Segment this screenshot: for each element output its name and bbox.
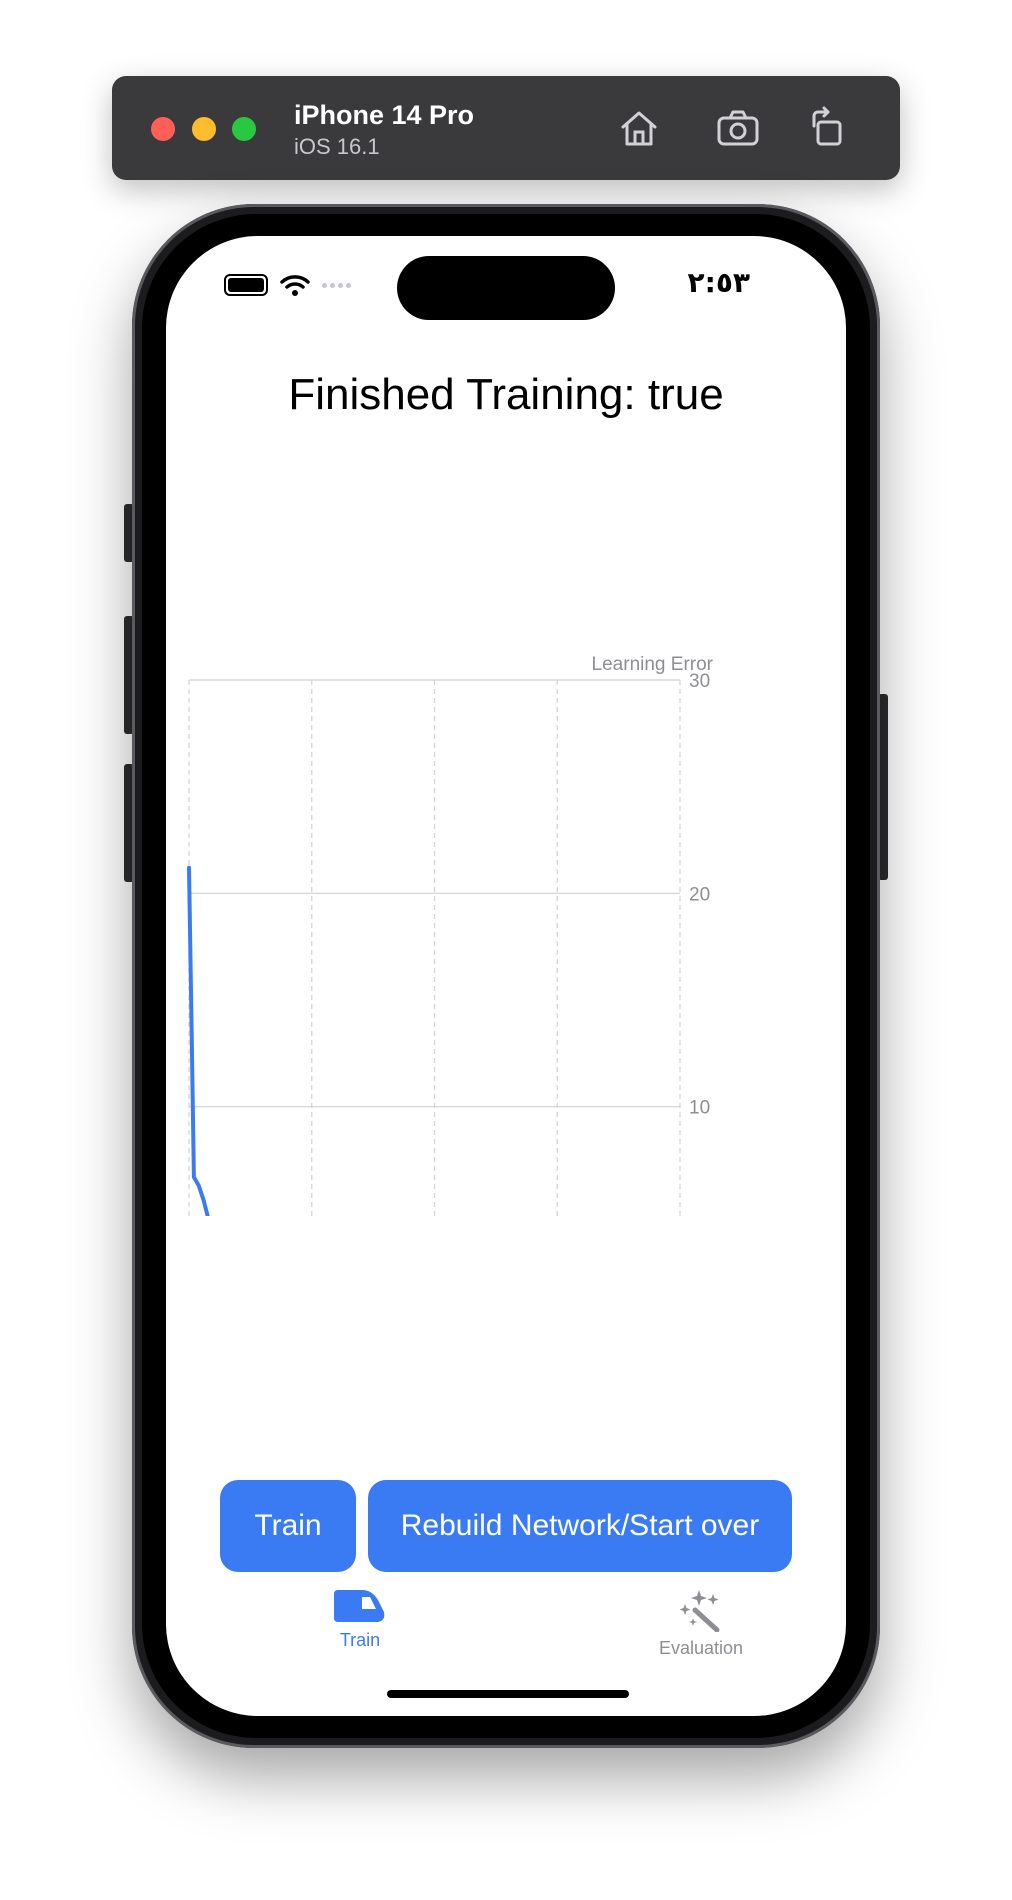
y-tick-label: 20 (689, 884, 710, 905)
minimize-window-button[interactable] (192, 117, 216, 141)
volume-down-button (124, 764, 134, 882)
volume-up-button (124, 616, 134, 734)
battery-icon (224, 274, 268, 296)
rotate-icon[interactable] (804, 104, 852, 152)
home-indicator (387, 1690, 629, 1698)
learning-error-line (187, 865, 210, 1216)
page-title: Finished Training: true (288, 370, 724, 419)
zoom-window-button[interactable] (232, 117, 256, 141)
tab-evaluation[interactable]: Evaluation (631, 1588, 771, 1659)
rebuild-network-button[interactable]: Rebuild Network/Start over (368, 1480, 792, 1572)
simulator-title-bar: iPhone 14 Pro iOS 16.1 (112, 76, 900, 180)
cellular-signal-icon (322, 282, 351, 288)
tab-train-label: Train (339, 1630, 381, 1650)
status-time: ٢:٥٣ (687, 266, 750, 299)
screenshot-icon[interactable] (714, 104, 762, 152)
tab-evaluation-label: Evaluation (658, 1638, 744, 1658)
learning-error-chart: 01020300255075Learning ErrorEpochs (187, 654, 714, 1216)
power-button (878, 694, 888, 880)
train-icon (334, 1590, 385, 1622)
close-window-button[interactable] (151, 117, 175, 141)
y-tick-label: 30 (689, 671, 710, 692)
device-name: iPhone 14 Pro (294, 100, 475, 130)
wifi-icon (280, 275, 310, 296)
y-tick-label: 10 (689, 1098, 710, 1119)
magic-wand-icon (679, 1590, 720, 1632)
os-version: iOS 16.1 (294, 134, 380, 159)
home-icon[interactable] (615, 104, 663, 152)
tab-train[interactable]: Train (290, 1588, 430, 1651)
action-button (124, 504, 134, 562)
dynamic-island (397, 256, 615, 320)
status-icons (224, 272, 351, 298)
app-screen: ٢:٥٣ Finished Training: true 01020300255… (166, 236, 846, 1716)
train-button[interactable]: Train (220, 1480, 356, 1572)
y-axis-label: Learning Error (592, 654, 714, 675)
